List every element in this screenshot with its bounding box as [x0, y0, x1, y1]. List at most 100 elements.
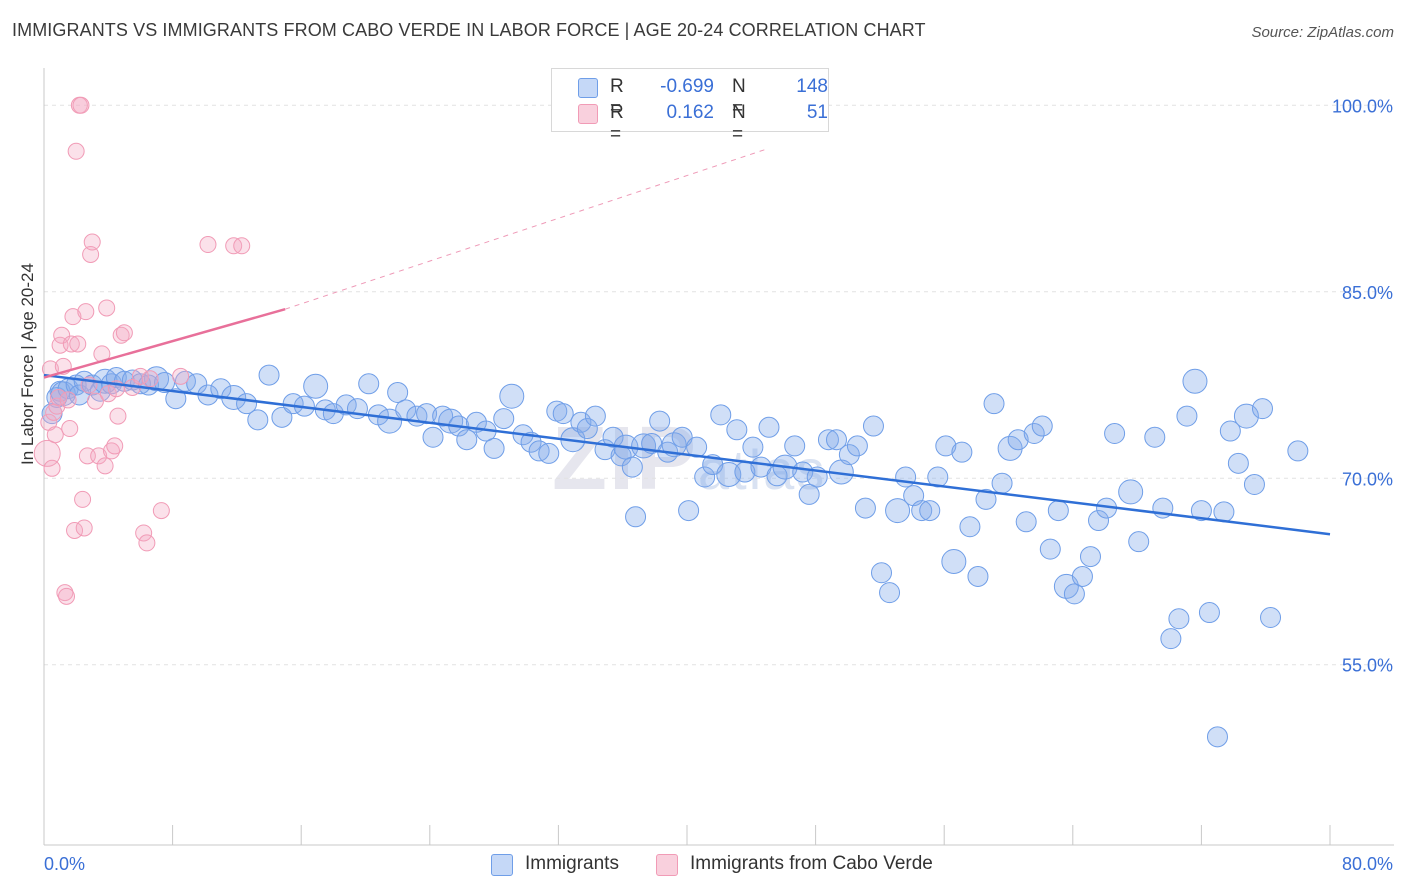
point-immigrants [631, 433, 657, 459]
point-immigrants [649, 410, 671, 432]
point-immigrants [1031, 415, 1053, 437]
point-immigrants [919, 500, 941, 522]
point-cabo-verde [99, 385, 117, 403]
point-immigrants [1047, 500, 1069, 522]
point-immigrants [678, 500, 700, 522]
point-immigrants [825, 429, 847, 451]
legend-item-label: Immigrants from Cabo Verde [690, 853, 933, 874]
point-immigrants [1227, 452, 1249, 474]
legend-item-label: Immigrants [525, 853, 619, 874]
point-cabo-verde [77, 303, 95, 321]
point-immigrants [1219, 420, 1241, 442]
point-cabo-verde [62, 335, 80, 353]
point-cabo-verde [64, 308, 82, 326]
y-tick-label: 70.0% [1342, 469, 1393, 489]
point-immigrants [854, 497, 876, 519]
point-immigrants [335, 394, 357, 416]
point-immigrants [758, 416, 780, 438]
point-cabo-verde [58, 587, 76, 605]
point-immigrants [817, 429, 839, 451]
legend-swatch-blue [578, 78, 598, 98]
point-immigrants [879, 582, 901, 604]
point-immigrants [941, 549, 967, 575]
point-cabo-verde [135, 524, 153, 542]
series-legend: Immigrants Immigrants from Cabo Verde [0, 852, 1406, 878]
point-immigrants [694, 466, 716, 488]
y-tick-label: 55.0% [1342, 656, 1393, 676]
legend-r-value: -0.699 [660, 76, 714, 97]
y-tick-label: 100.0% [1332, 96, 1393, 116]
point-cabo-verde [172, 367, 190, 385]
point-immigrants [1168, 608, 1190, 630]
point-immigrants [871, 562, 893, 584]
trend-line-cabo-verde-extension [284, 148, 768, 310]
point-immigrants [1071, 565, 1093, 587]
point-immigrants [1079, 546, 1101, 568]
point-immigrants [927, 466, 949, 488]
point-immigrants [1039, 538, 1061, 560]
legend-r-value: 0.162 [666, 102, 714, 123]
legend-swatch-pink [578, 104, 598, 124]
point-immigrants [625, 506, 647, 528]
point-cabo-verde [131, 367, 149, 385]
point-immigrants [1128, 531, 1150, 553]
point-immigrants [165, 388, 187, 410]
point-immigrants [967, 565, 989, 587]
point-cabo-verde [33, 439, 61, 467]
point-immigrants [493, 408, 515, 430]
point-immigrants [1176, 405, 1198, 427]
point-immigrants [271, 406, 293, 428]
legend-n-value: 148 [796, 76, 828, 97]
point-cabo-verde [59, 391, 77, 409]
data-points [33, 96, 1309, 748]
axes [43, 68, 1394, 846]
point-immigrants [1182, 368, 1208, 394]
point-immigrants [716, 462, 742, 488]
point-immigrants [210, 378, 232, 400]
point-immigrants [1015, 511, 1037, 533]
point-cabo-verde [141, 370, 159, 388]
trend-line-immigrants [43, 373, 1331, 536]
point-immigrants [1260, 606, 1282, 628]
point-immigrants [483, 437, 505, 459]
point-cabo-verde [86, 392, 104, 410]
point-immigrants [661, 432, 687, 458]
tick-labels: 100.0% 85.0% 70.0% 55.0% 0.0% 80.0% [44, 96, 1393, 874]
point-cabo-verde [66, 521, 84, 539]
x-tick-label: 80.0% [1342, 854, 1393, 874]
point-immigrants [726, 419, 748, 441]
point-immigrants [935, 435, 957, 457]
point-immigrants [1023, 423, 1045, 445]
point-immigrants [1206, 726, 1228, 748]
point-immigrants [1213, 501, 1235, 523]
point-immigrants [975, 488, 997, 510]
point-immigrants [1063, 583, 1085, 605]
point-immigrants [602, 426, 624, 448]
point-immigrants [247, 409, 269, 431]
point-immigrants [1007, 429, 1029, 451]
point-immigrants [710, 404, 732, 426]
point-immigrants [991, 472, 1013, 494]
source-label: Source: ZipAtlas.com [1251, 24, 1394, 41]
point-immigrants [499, 383, 525, 409]
point-immigrants [784, 435, 806, 457]
point-immigrants [983, 393, 1005, 415]
point-cabo-verde [109, 407, 127, 425]
point-immigrants [322, 403, 344, 425]
point-cabo-verde [103, 442, 121, 460]
point-immigrants [1287, 440, 1309, 462]
point-cabo-verde [199, 236, 217, 254]
point-immigrants [621, 456, 643, 478]
point-cabo-verde [72, 96, 90, 114]
point-cabo-verde [152, 502, 170, 520]
trend-lines [43, 148, 1331, 536]
point-cabo-verde [90, 447, 108, 465]
point-immigrants [377, 408, 403, 434]
point-immigrants [798, 483, 820, 505]
point-cabo-verde [82, 245, 100, 263]
legend-r-label: R = [610, 76, 624, 119]
point-immigrants [1088, 510, 1110, 532]
point-immigrants [422, 426, 444, 448]
point-cabo-verde [233, 237, 251, 255]
